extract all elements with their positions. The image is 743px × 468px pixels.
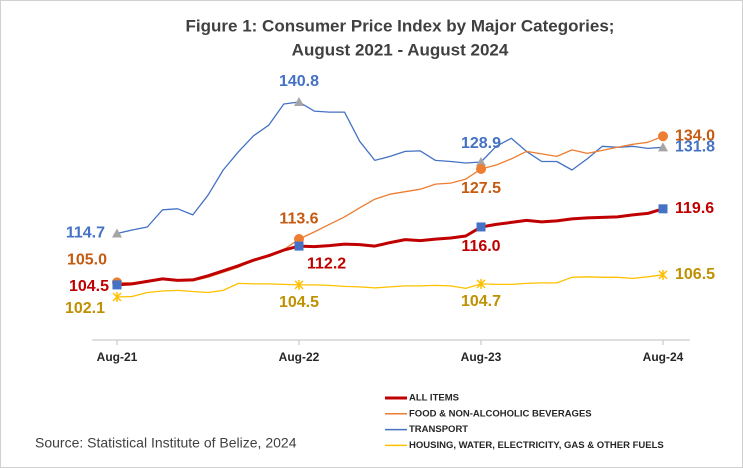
legend-label: HOUSING, WATER, ELECTRICITY, GAS & OTHER… [409, 440, 664, 451]
marker [112, 228, 122, 238]
data-label: 104.5 [69, 278, 109, 295]
x-tick-label: Aug-21 [97, 350, 138, 364]
marker [658, 142, 668, 152]
x-tick-label: Aug-24 [643, 350, 684, 364]
marker [294, 241, 304, 251]
data-label: 140.8 [279, 73, 319, 90]
series-line [116, 207, 664, 287]
series-line [116, 101, 664, 235]
data-label: 113.6 [279, 210, 318, 227]
data-label: 134.0 [675, 127, 715, 144]
data-label: 104.7 [461, 293, 501, 310]
marker [476, 222, 486, 232]
data-label: 102.1 [65, 300, 105, 317]
marker [658, 131, 668, 142]
legend-label: TRANSPORT [409, 424, 468, 435]
legend-label: ALL ITEMS [409, 393, 459, 404]
marker [476, 278, 486, 289]
marker [294, 234, 304, 245]
marker [476, 156, 486, 166]
marker [476, 164, 486, 175]
data-label: 119.6 [675, 200, 714, 217]
data-label: 106.5 [675, 266, 715, 283]
marker [112, 280, 122, 290]
source-note: Source: Statistical Institute of Belize,… [35, 435, 297, 451]
data-label: 131.8 [675, 139, 715, 156]
data-label: 116.0 [461, 238, 500, 255]
data-label: 128.9 [461, 135, 501, 152]
chart-title: August 2021 - August 2024 [292, 40, 509, 59]
series-line [116, 274, 664, 298]
data-label: 104.5 [279, 294, 319, 311]
marker [112, 292, 122, 302]
data-label: 105.0 [67, 252, 107, 269]
chart-title: Figure 1: Consumer Price Index by Major … [186, 16, 615, 35]
data-label: 112.2 [307, 255, 346, 272]
marker [658, 204, 668, 214]
marker [294, 97, 304, 106]
legend-label: FOOD & NON-ALCOHOLIC BEVERAGES [409, 408, 592, 419]
marker [294, 279, 304, 290]
data-label: 127.5 [461, 180, 501, 197]
marker [658, 269, 668, 280]
x-tick-label: Aug-22 [279, 350, 320, 364]
x-tick-label: Aug-23 [461, 350, 502, 364]
data-label: 114.7 [66, 225, 105, 242]
